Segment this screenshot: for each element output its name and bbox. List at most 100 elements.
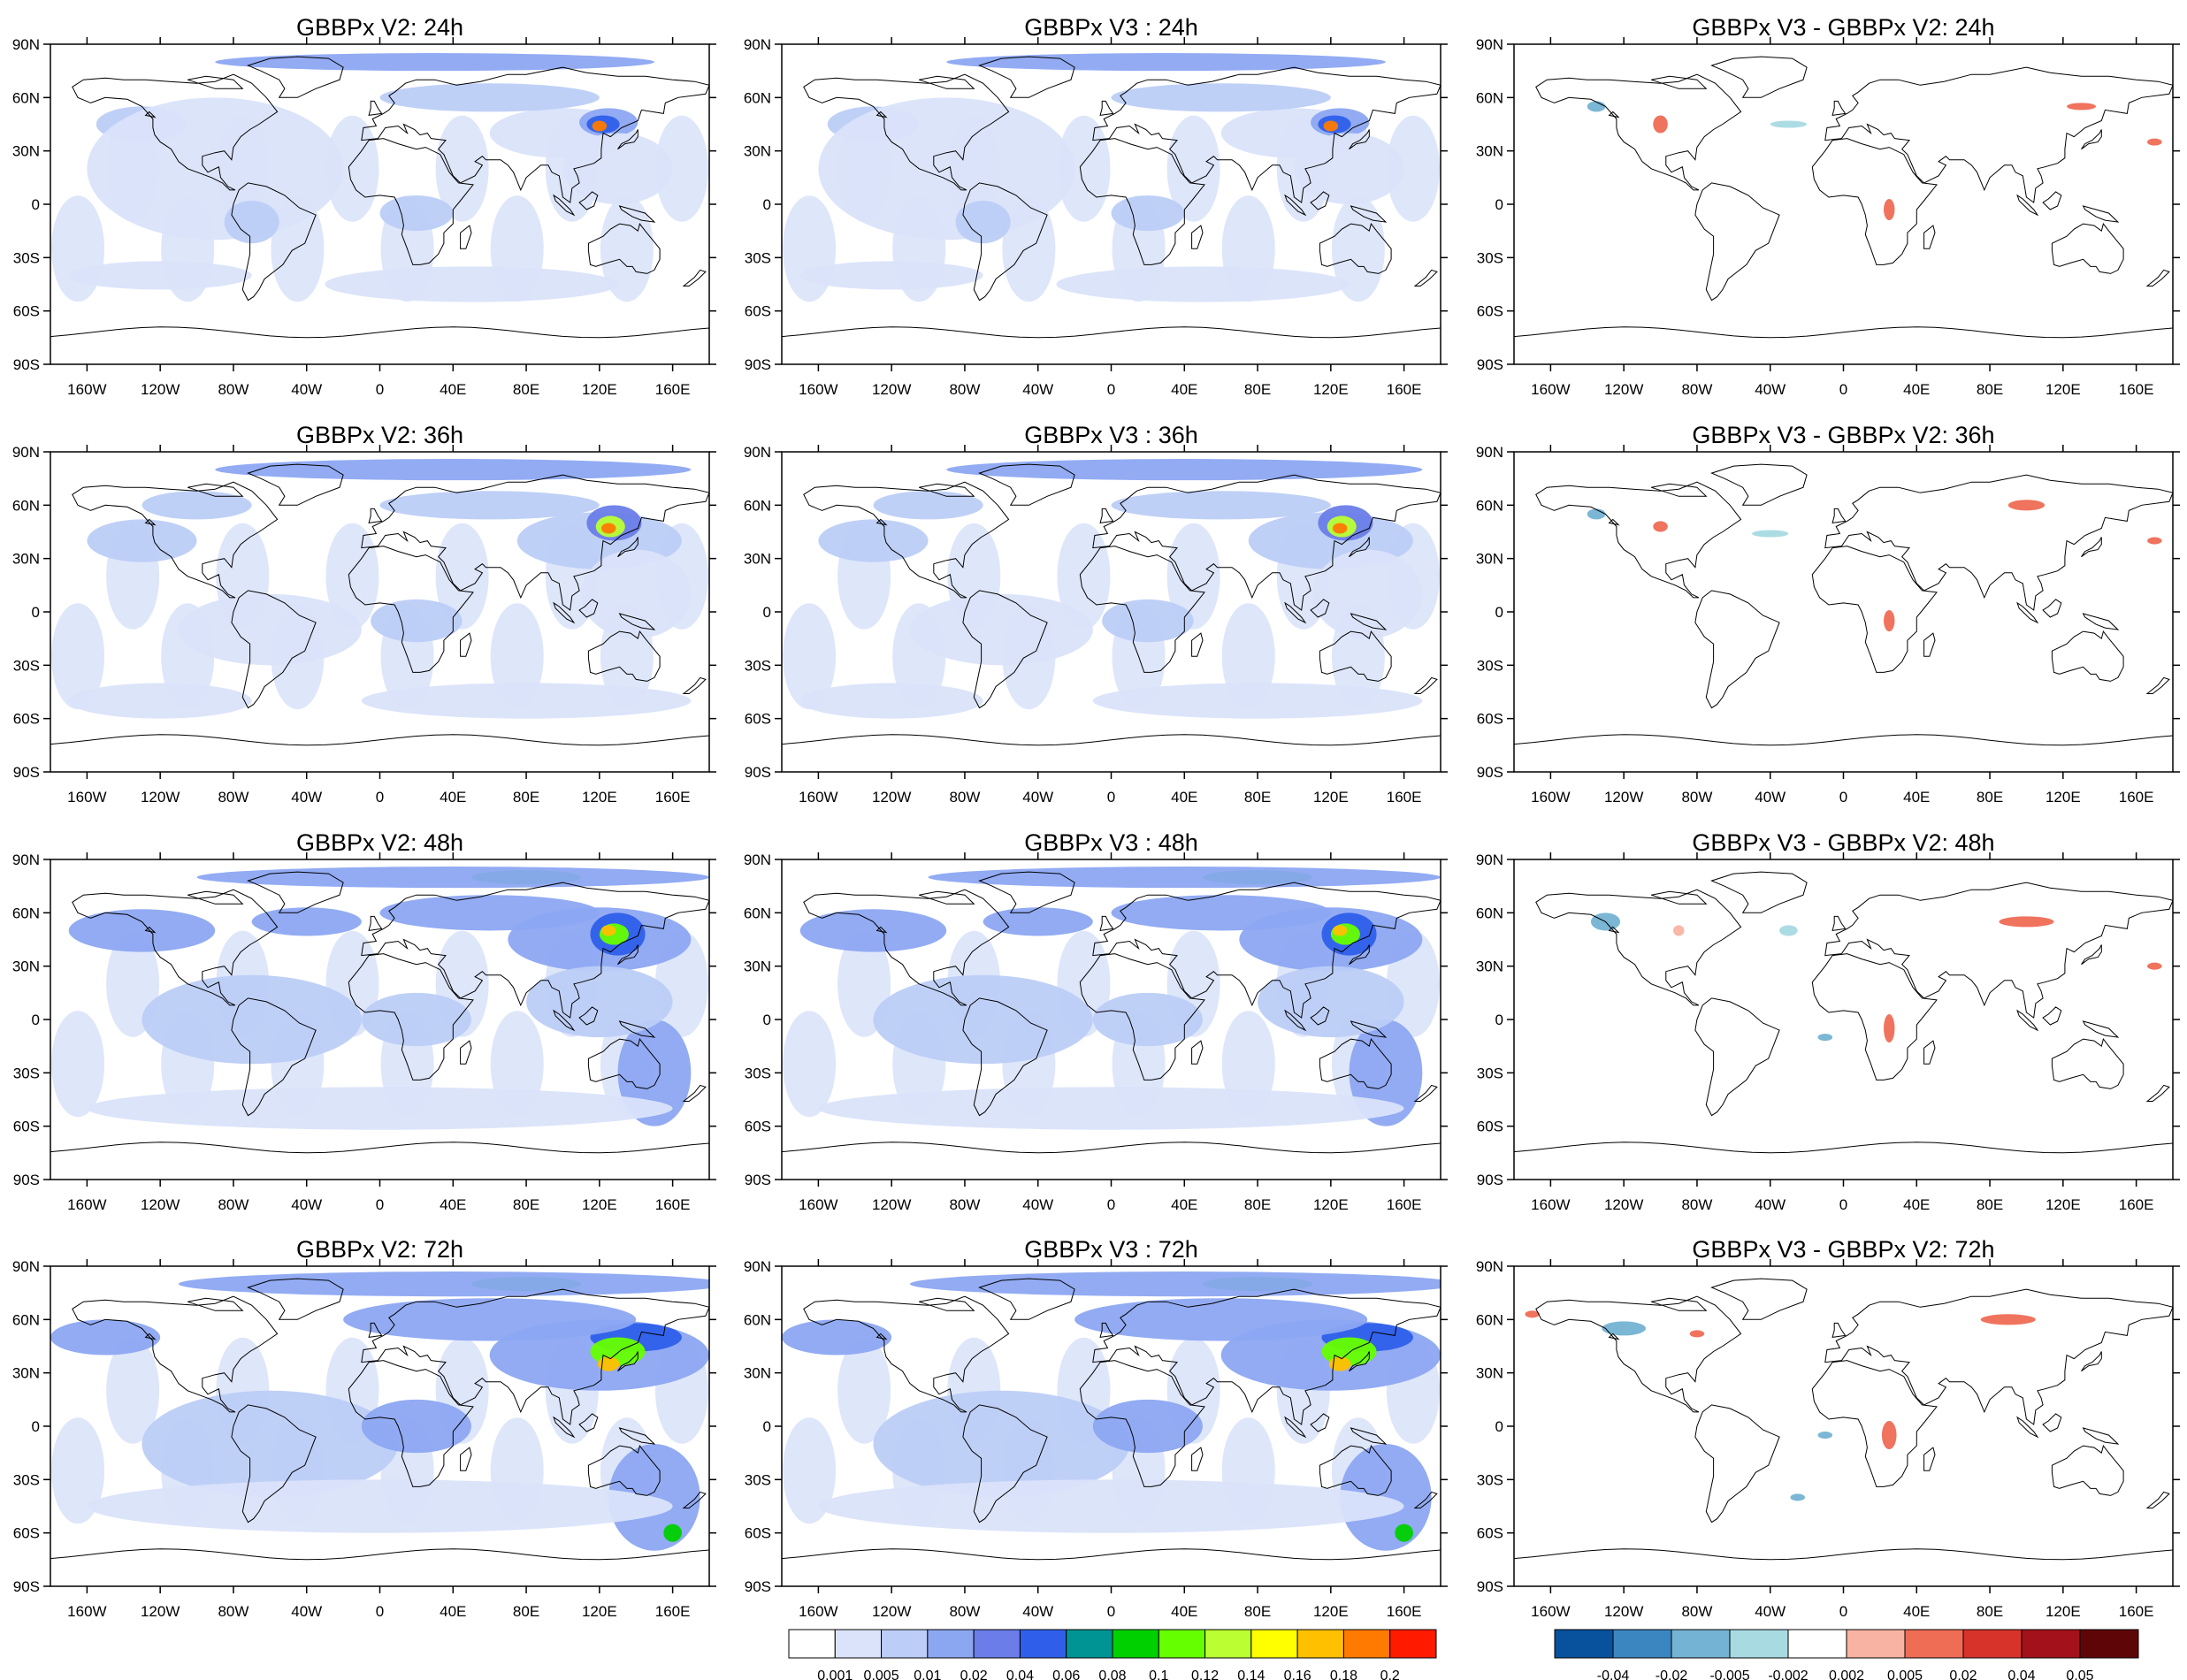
- concentration-patch: [1323, 120, 1339, 132]
- colorbar-label: 0.04: [2007, 1669, 2035, 1680]
- lon-label: 160E: [1387, 1196, 1422, 1213]
- lat-label: 60N: [744, 89, 771, 106]
- lat-label: 90S: [745, 764, 771, 781]
- concentration-field: [1166, 115, 1220, 222]
- coastline: [1608, 111, 1620, 118]
- lon-label: 40E: [440, 789, 466, 806]
- coastline: [1831, 1322, 1847, 1338]
- lat-label: 30S: [1477, 1065, 1503, 1081]
- lat-label: 60N: [12, 1311, 40, 1328]
- coastline: [1824, 66, 2173, 203]
- coastline: [1923, 632, 1936, 657]
- concentration-patch: [1111, 195, 1185, 232]
- lon-label: 0: [376, 789, 384, 806]
- lon-label: 40W: [1022, 381, 1053, 398]
- colorbar-label: 0.05: [2066, 1669, 2093, 1680]
- lat-label: 90S: [13, 356, 40, 373]
- colorbar-box: [1158, 1629, 1206, 1659]
- map-content: [782, 452, 1441, 772]
- coastline: [978, 56, 1075, 98]
- coastline: [1608, 1333, 1620, 1340]
- lon-label: 80E: [1244, 381, 1271, 398]
- lat-label: 90N: [12, 851, 40, 868]
- lat-label: 60S: [13, 711, 40, 728]
- concentration-patch: [196, 867, 709, 889]
- difference-patch: [1779, 925, 1798, 936]
- concentration-patch: [799, 909, 947, 952]
- concentration-patch: [215, 53, 654, 72]
- coastline: [1923, 1447, 1936, 1471]
- map-panel: GBBPx V3 - GBBPx V2: 36h 90N 60N 30N 0 30S 60S…: [1476, 422, 2180, 806]
- coastline: [1710, 1278, 1808, 1320]
- coastline: [2145, 676, 2170, 694]
- lat-label: 0: [32, 1418, 40, 1435]
- colorbar-label: -0.04: [1597, 1669, 1630, 1680]
- concentration-patch: [361, 992, 471, 1047]
- difference-patch: [1525, 1310, 1540, 1318]
- coastline: [1092, 474, 1441, 611]
- concentration-field: [435, 115, 489, 222]
- coastline: [876, 111, 888, 118]
- coastline: [2082, 1427, 2120, 1445]
- coastline: [618, 1427, 656, 1445]
- lon-label: 160E: [655, 381, 691, 398]
- concentration-patch: [215, 459, 692, 481]
- coastline: [1710, 463, 1808, 506]
- concentration-patch: [1092, 1399, 1203, 1454]
- antarctica-coastline: [782, 734, 1441, 746]
- concentration-field: [1386, 115, 1440, 222]
- difference-patch: [1602, 1321, 1646, 1336]
- concentration-patch: [141, 1390, 399, 1498]
- lon-label: 160E: [1387, 1603, 1422, 1620]
- lon-label: 40W: [291, 789, 322, 806]
- concentration-patch: [946, 53, 1386, 72]
- coastline: [1710, 56, 1808, 98]
- lat-label: 60S: [745, 1119, 771, 1135]
- lat-label: 60N: [12, 905, 40, 921]
- concentration-patch: [873, 1390, 1130, 1498]
- lon-label: 160W: [1531, 381, 1570, 398]
- concentration-field: [435, 523, 489, 630]
- coastline: [2082, 205, 2120, 223]
- lat-label: 30N: [1476, 1365, 1503, 1382]
- coastline: [1310, 1006, 1330, 1026]
- difference-patch: [1817, 1034, 1833, 1042]
- lat-label: 30N: [744, 1365, 771, 1382]
- lon-label: 0: [1107, 381, 1115, 398]
- coastline: [1824, 474, 2173, 611]
- concentration-patch: [1294, 133, 1404, 204]
- coastline: [618, 613, 656, 630]
- map-panel: GBBPx V2: 48h 90N 60N 30N 0 30S 60S 90S 160W 120W…: [12, 829, 716, 1213]
- coastline: [1824, 882, 2173, 1019]
- lat-label: 60S: [13, 1525, 40, 1542]
- panel-title: GBBPx V3 - GBBPx V2: 48h: [1692, 829, 1994, 856]
- map-panel: GBBPx V3 : 36h 90N 60N 30N 0 30S 60S 90S 160W 120…: [744, 422, 1448, 806]
- concentration-field: [1057, 523, 1111, 630]
- concentration-patch: [782, 1319, 892, 1355]
- colorbar-box: [1729, 1629, 1789, 1659]
- lon-label: 80E: [1244, 789, 1271, 806]
- concentration-patch: [251, 907, 362, 936]
- lat-label: 90N: [744, 444, 771, 461]
- coastline: [1079, 546, 1205, 673]
- coastline: [1608, 518, 1620, 526]
- lon-label: 40E: [1171, 381, 1197, 398]
- lon-label: 160W: [1531, 1603, 1570, 1620]
- lon-label: 0: [1107, 1603, 1115, 1620]
- lon-label: 40W: [291, 1603, 322, 1620]
- coastline: [247, 463, 344, 506]
- difference-patch: [1884, 609, 1895, 632]
- coastline: [1923, 1040, 1936, 1065]
- concentration-field: [51, 1417, 105, 1524]
- lon-label: 80E: [513, 1196, 539, 1213]
- lon-label: 40E: [1171, 1196, 1197, 1213]
- lon-label: 160E: [2119, 789, 2154, 806]
- coastline: [2051, 630, 2124, 682]
- lon-label: 120E: [582, 1196, 617, 1213]
- colorbar-box: [927, 1629, 975, 1659]
- coastline: [2082, 1020, 2120, 1038]
- lon-label: 120W: [141, 789, 180, 806]
- lon-label: 80W: [218, 1603, 249, 1620]
- coastline: [1079, 1360, 1205, 1487]
- coastline: [1811, 546, 1938, 673]
